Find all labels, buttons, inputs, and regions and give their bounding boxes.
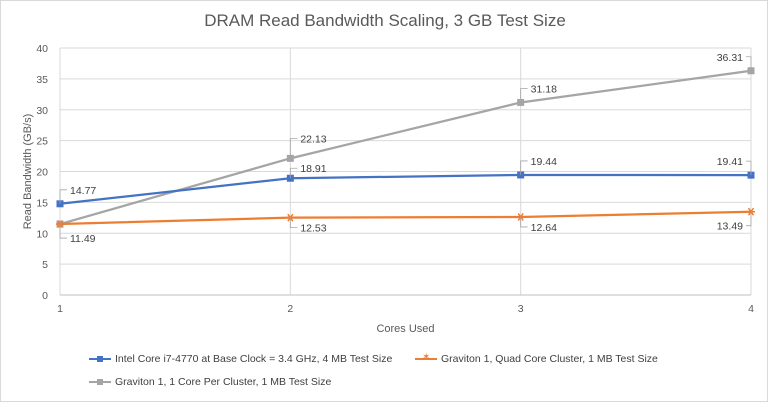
data-label-leader [59, 189, 67, 204]
legend-swatch-graviton-per-cluster [89, 377, 111, 387]
legend-label-intel: Intel Core i7-4770 at Base Clock = 3.4 G… [115, 353, 393, 365]
data-label: 11.49 [70, 233, 96, 245]
data-label: 13.49 [717, 221, 743, 233]
y-tick-label: 35 [36, 74, 48, 86]
data-label: 36.31 [717, 52, 743, 64]
data-label-leader [289, 137, 298, 159]
x-tick-label: 2 [287, 303, 293, 315]
legend-item-graviton-per-cluster: Graviton 1, 1 Core Per Cluster, 1 MB Tes… [89, 376, 331, 388]
data-label-leader [746, 211, 752, 227]
y-tick-label: 40 [36, 43, 48, 55]
data-label-leader [520, 88, 528, 103]
data-label-leader [289, 167, 298, 179]
y-tick-label: 5 [42, 259, 48, 271]
y-tick-label: 30 [36, 105, 48, 117]
y-tick-label: 15 [36, 197, 48, 209]
series-line [59, 210, 752, 226]
y-tick-label: 20 [36, 167, 48, 179]
x-tick-label: 4 [748, 303, 754, 315]
x-tick-label: 1 [57, 303, 63, 315]
data-label-leader [520, 160, 528, 175]
y-tick-label: 10 [36, 228, 48, 240]
data-point [56, 220, 64, 228]
data-label: 31.18 [531, 83, 557, 95]
data-label: 12.53 [300, 223, 326, 235]
data-label-leader [746, 56, 752, 71]
series-line [59, 69, 752, 226]
y-axis-title: Read Bandwidth (GB/s) [22, 114, 34, 230]
data-label: 12.64 [531, 222, 557, 234]
data-label-leader [289, 217, 298, 229]
legend-label-graviton-per-cluster: Graviton 1, 1 Core Per Cluster, 1 MB Tes… [115, 376, 332, 388]
data-label-leader [59, 224, 67, 239]
y-tick-label: 0 [42, 290, 48, 302]
data-label: 19.41 [717, 156, 743, 168]
data-label: 18.91 [300, 163, 326, 175]
legend-item-intel: Intel Core i7-4770 at Base Clock = 3.4 G… [89, 353, 392, 365]
chart-title: DRAM Read Bandwidth Scaling, 3 GB Test S… [204, 11, 566, 30]
x-axis-title: Cores Used [376, 323, 434, 335]
data-label: 19.44 [531, 156, 557, 168]
data-label-leader [746, 160, 752, 176]
legend-item-graviton-quad: ✶ Graviton 1, Quad Core Cluster, 1 MB Te… [415, 353, 658, 365]
data-label: 14.77 [70, 185, 96, 197]
legend-swatch-intel [89, 354, 111, 364]
data-point [747, 207, 755, 216]
series-line [59, 173, 752, 205]
data-point [286, 213, 295, 222]
y-tick-label: 25 [36, 136, 48, 148]
data-label-leader [520, 216, 528, 228]
x-tick-label: 3 [518, 303, 524, 315]
legend-swatch-graviton-quad: ✶ [415, 353, 437, 364]
legend-label-graviton-quad: Graviton 1, Quad Core Cluster, 1 MB Test… [441, 353, 658, 365]
data-label: 22.13 [300, 133, 326, 145]
